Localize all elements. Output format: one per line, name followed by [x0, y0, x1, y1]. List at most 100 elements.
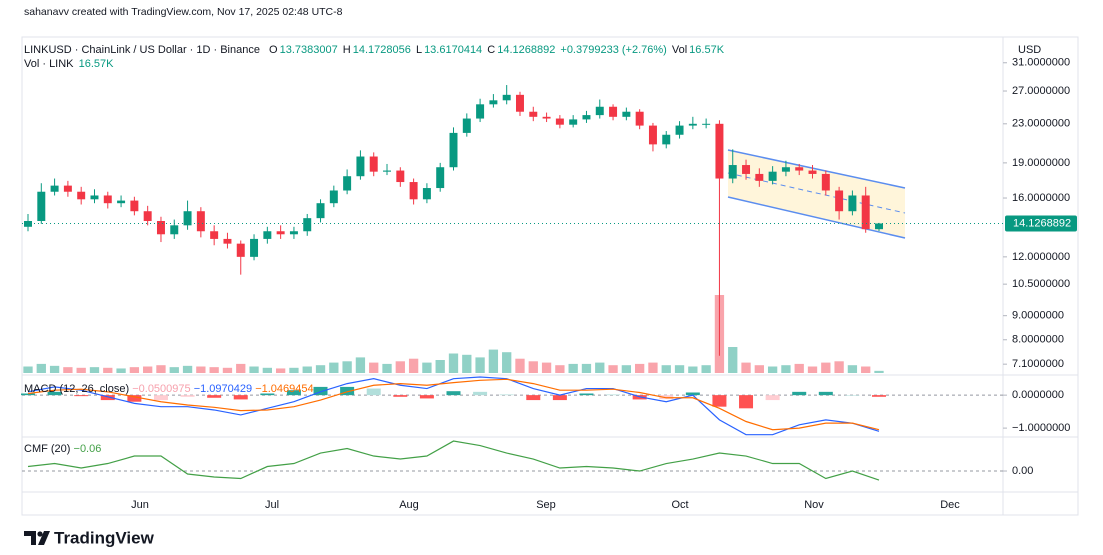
histogram-bar	[473, 391, 488, 396]
vol-value: 16.57K	[689, 44, 725, 56]
volume-bar	[369, 362, 379, 373]
candle-body	[422, 188, 431, 200]
volume-bar	[89, 367, 100, 373]
volume-bar	[63, 367, 73, 373]
volume-bar	[23, 366, 33, 373]
candle-body	[396, 170, 405, 183]
last-price-label: 14.1268892	[1013, 217, 1071, 229]
volume-bar	[475, 357, 485, 373]
candle-body	[622, 111, 631, 117]
volume-bar	[528, 361, 538, 373]
candle-body	[609, 106, 618, 117]
candle-body	[875, 223, 883, 230]
candle-body	[728, 165, 737, 179]
volume-bar	[488, 349, 499, 373]
volume-bar	[289, 367, 299, 373]
histogram-bar	[579, 393, 594, 396]
candle-body	[476, 104, 485, 119]
volume-bar	[781, 365, 791, 373]
histogram-bar	[153, 395, 168, 401]
y-tick-label: 23.0000000	[1012, 118, 1070, 130]
candle-body	[103, 195, 112, 204]
volume-bar	[236, 363, 246, 373]
ohlc-value: 14.1268892	[497, 44, 556, 56]
cmf-value: −0.06	[73, 443, 102, 455]
volume-title: Vol · LINK	[24, 58, 74, 70]
volume-bar	[196, 366, 206, 373]
volume-bar	[49, 365, 60, 373]
histogram-bar	[127, 395, 142, 402]
x-tick-label: Dec	[940, 499, 960, 511]
candle-body	[795, 167, 804, 171]
candle-body	[502, 94, 511, 101]
volume-value: 16.57K	[78, 58, 114, 70]
change: +0.3799233 (+2.76%)	[560, 44, 667, 56]
candle-body	[130, 200, 139, 212]
y-tick-label: 8.0000000	[1012, 334, 1064, 346]
signal-line	[27, 378, 880, 431]
histogram-bar	[393, 395, 408, 397]
macd-line	[27, 376, 880, 436]
volume-bar	[222, 367, 233, 373]
volume-bar	[76, 367, 86, 373]
cmf-title: CMF (20)	[24, 443, 71, 455]
candle-body	[462, 118, 471, 133]
logo: TradingView	[24, 528, 155, 547]
volume-bar	[821, 362, 831, 373]
histogram-bar	[818, 391, 833, 396]
currency: USD	[1018, 44, 1041, 56]
volume-bar	[794, 363, 804, 373]
volume-bar	[701, 365, 711, 373]
ohlc-key: C	[487, 44, 496, 56]
candle-body	[250, 238, 259, 257]
candle-body	[715, 123, 724, 179]
y-tick-label: 19.0000000	[1012, 157, 1070, 169]
candle-body	[276, 231, 285, 235]
candle-body	[848, 195, 857, 212]
volume-bar	[262, 367, 272, 373]
candle-body	[196, 211, 205, 232]
candle-body	[662, 134, 671, 145]
volume-bar	[435, 360, 445, 373]
y-tick-label: 0.00	[1012, 465, 1033, 477]
volume-bar	[36, 363, 46, 373]
volume-bar	[382, 363, 392, 373]
candle-body	[861, 195, 870, 230]
histogram-bar	[499, 394, 514, 396]
candle-body	[449, 132, 458, 168]
candle-body	[648, 125, 657, 145]
brand: TradingView	[54, 528, 155, 547]
y-tick-label: 0.0000000	[1012, 389, 1064, 401]
ohlc-value: 13.6170414	[424, 44, 483, 56]
candle-body	[515, 94, 524, 112]
histogram-bar	[260, 393, 275, 396]
ohlc-key: O	[269, 44, 278, 56]
volume-bar	[807, 366, 818, 373]
candle-body	[263, 231, 272, 239]
volume-bar	[635, 363, 645, 373]
volume-bar	[767, 366, 778, 373]
candle-body	[688, 123, 697, 126]
macd-value: −1.0970429	[193, 383, 253, 395]
volume-bar	[182, 365, 193, 373]
candle-body	[768, 171, 777, 181]
x-tick-label: Aug	[399, 499, 419, 511]
volume-legend: Vol · LINK 16.57K	[24, 58, 115, 70]
volume-bar	[129, 367, 140, 373]
histogram-bar	[659, 395, 674, 400]
volume-bar	[741, 362, 751, 373]
volume-bar	[275, 368, 286, 373]
candle-body	[170, 225, 179, 235]
volume-bar	[568, 363, 578, 373]
histogram-bar	[739, 395, 754, 409]
x-tick-label: Nov	[804, 499, 824, 511]
candle-body	[329, 190, 338, 204]
cmf-line	[27, 440, 880, 481]
x-tick-label: Jul	[265, 499, 279, 511]
histogram-bar	[606, 394, 621, 396]
candle-body	[210, 231, 219, 239]
histogram-bar	[286, 390, 301, 396]
volume-bar	[541, 362, 552, 373]
volume-bar	[355, 357, 366, 373]
